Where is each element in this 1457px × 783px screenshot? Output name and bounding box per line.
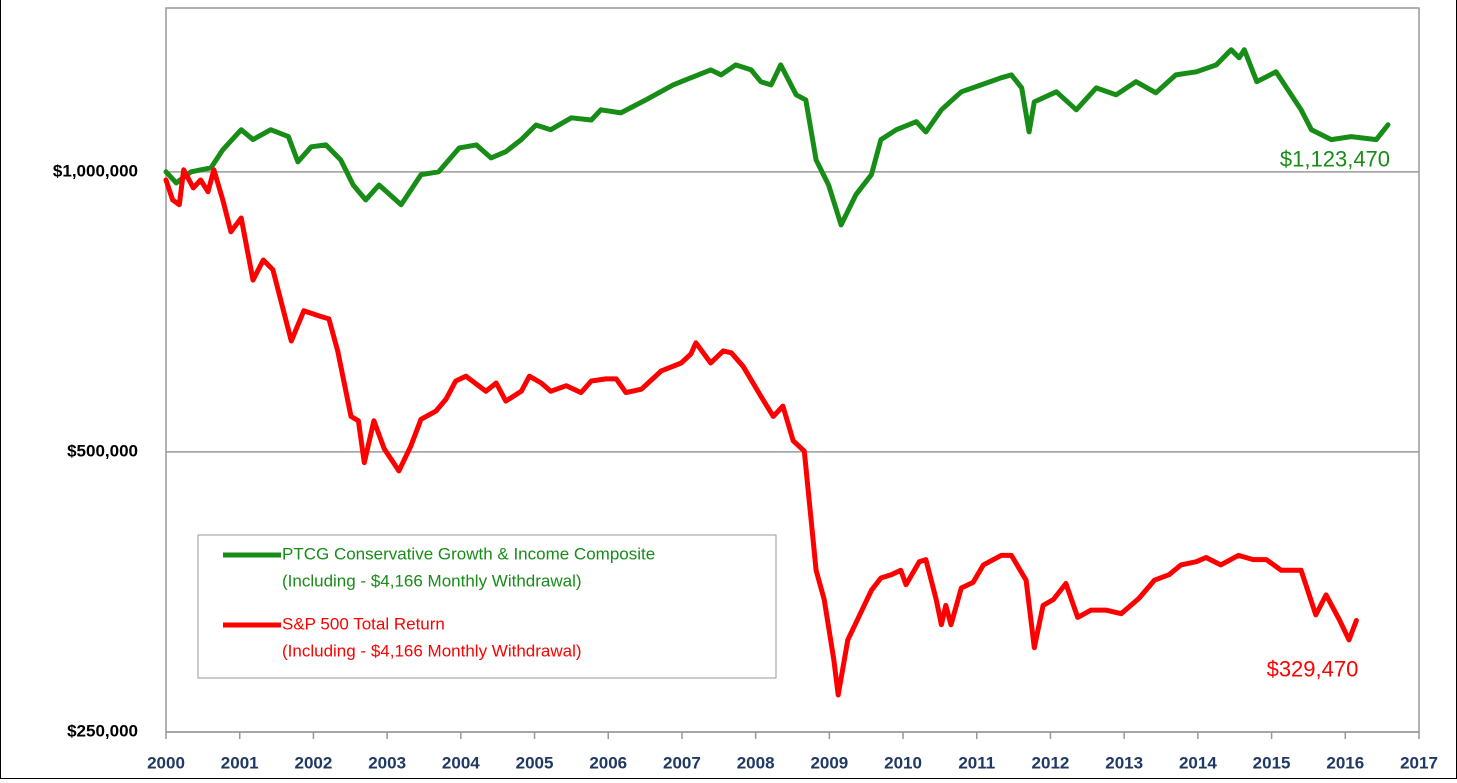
series-line bbox=[163, 47, 1391, 228]
legend-label: S&P 500 Total Return bbox=[282, 614, 445, 633]
end-label: $329,470 bbox=[1267, 656, 1359, 681]
legend-box bbox=[197, 534, 777, 679]
x-tick-label: 2011 bbox=[958, 753, 995, 772]
end-label: $1,123,470 bbox=[1280, 147, 1390, 172]
x-tick-label: 2010 bbox=[884, 753, 922, 772]
x-tick-label: 2015 bbox=[1253, 753, 1291, 772]
x-tick-label: 2009 bbox=[810, 753, 848, 772]
x-tick-label: 2014 bbox=[1179, 753, 1217, 772]
x-tick-label: 2003 bbox=[368, 753, 406, 772]
legend-label: PTCG Conservative Growth & Income Compos… bbox=[282, 544, 655, 563]
y-tick-label: $500,000 bbox=[67, 441, 138, 460]
y-tick-label: $1,000,000 bbox=[53, 161, 138, 180]
x-tick-label: 2000 bbox=[147, 753, 185, 772]
y-tick-label: $250,000 bbox=[67, 721, 138, 740]
legend-description: (Including - $4,166 Monthly Withdrawal) bbox=[282, 571, 582, 590]
x-tick-label: 2004 bbox=[442, 753, 480, 772]
x-tick-label: 2017 bbox=[1400, 753, 1438, 772]
series-line bbox=[163, 167, 1359, 698]
x-tick-label: 2012 bbox=[1032, 753, 1070, 772]
x-tick-label: 2013 bbox=[1105, 753, 1143, 772]
legend-description: (Including - $4,166 Monthly Withdrawal) bbox=[282, 641, 582, 660]
x-tick-label: 2005 bbox=[516, 753, 554, 772]
x-tick-label: 2001 bbox=[221, 753, 259, 772]
x-tick-label: 2008 bbox=[737, 753, 775, 772]
x-tick-label: 2002 bbox=[294, 753, 332, 772]
x-tick-label: 2007 bbox=[663, 753, 701, 772]
x-tick-label: 2006 bbox=[589, 753, 627, 772]
x-tick-label: 2016 bbox=[1326, 753, 1364, 772]
